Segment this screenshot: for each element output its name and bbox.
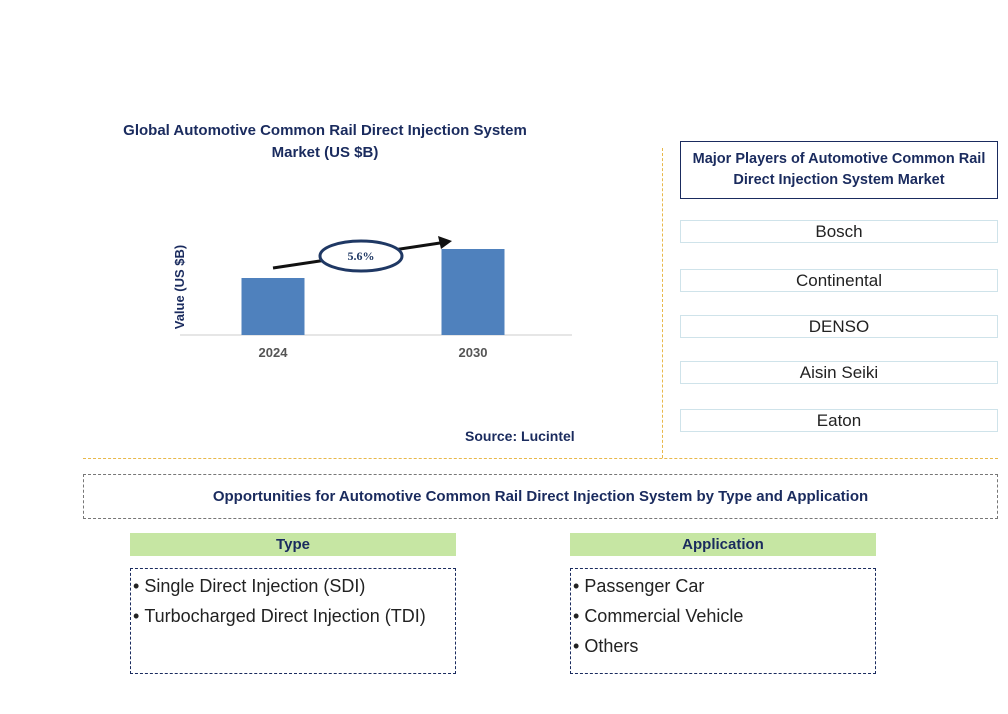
bar — [441, 249, 505, 335]
x-tick-label: 2024 — [259, 345, 289, 360]
player-item: Aisin Seiki — [680, 361, 998, 384]
arrow-head — [438, 236, 452, 249]
bar — [241, 278, 305, 335]
opportunities-title: Opportunities for Automotive Common Rail… — [83, 474, 998, 519]
player-item: Bosch — [680, 220, 998, 243]
players-title: Major Players of Automotive Common Rail … — [680, 141, 998, 199]
application-item: Passenger Car — [573, 571, 875, 601]
chart-title: Global Automotive Common Rail Direct Inj… — [123, 122, 527, 161]
player-item: DENSO — [680, 315, 998, 338]
application-list: Passenger CarCommercial VehicleOthers — [570, 568, 876, 674]
x-tick-label: 2030 — [459, 345, 488, 360]
player-item: Eaton — [680, 409, 998, 432]
application-heading: Application — [570, 533, 876, 556]
type-item: Turbocharged Direct Injection (TDI) — [133, 601, 455, 631]
divider — [662, 148, 663, 458]
cagr-label: 5.6% — [348, 249, 375, 263]
cagr-ellipse — [318, 239, 404, 273]
y-axis-label: Value (US $B) — [172, 245, 187, 330]
application-item: Commercial Vehicle — [573, 601, 875, 631]
type-panel: Type Single Direct Injection (SDI)Turboc… — [130, 533, 456, 674]
type-list: Single Direct Injection (SDI)Turbocharge… — [130, 568, 456, 674]
player-item: Continental — [680, 269, 998, 292]
source: Source: Lucintel — [465, 428, 575, 444]
application-panel: Application Passenger CarCommercial Vehi… — [570, 533, 876, 674]
divider — [83, 458, 998, 459]
type-item: Single Direct Injection (SDI) — [133, 571, 455, 601]
application-item: Others — [573, 631, 875, 661]
chart: Value (US $B) 2024 2030 5.6% — [172, 236, 572, 360]
type-heading: Type — [130, 533, 456, 556]
